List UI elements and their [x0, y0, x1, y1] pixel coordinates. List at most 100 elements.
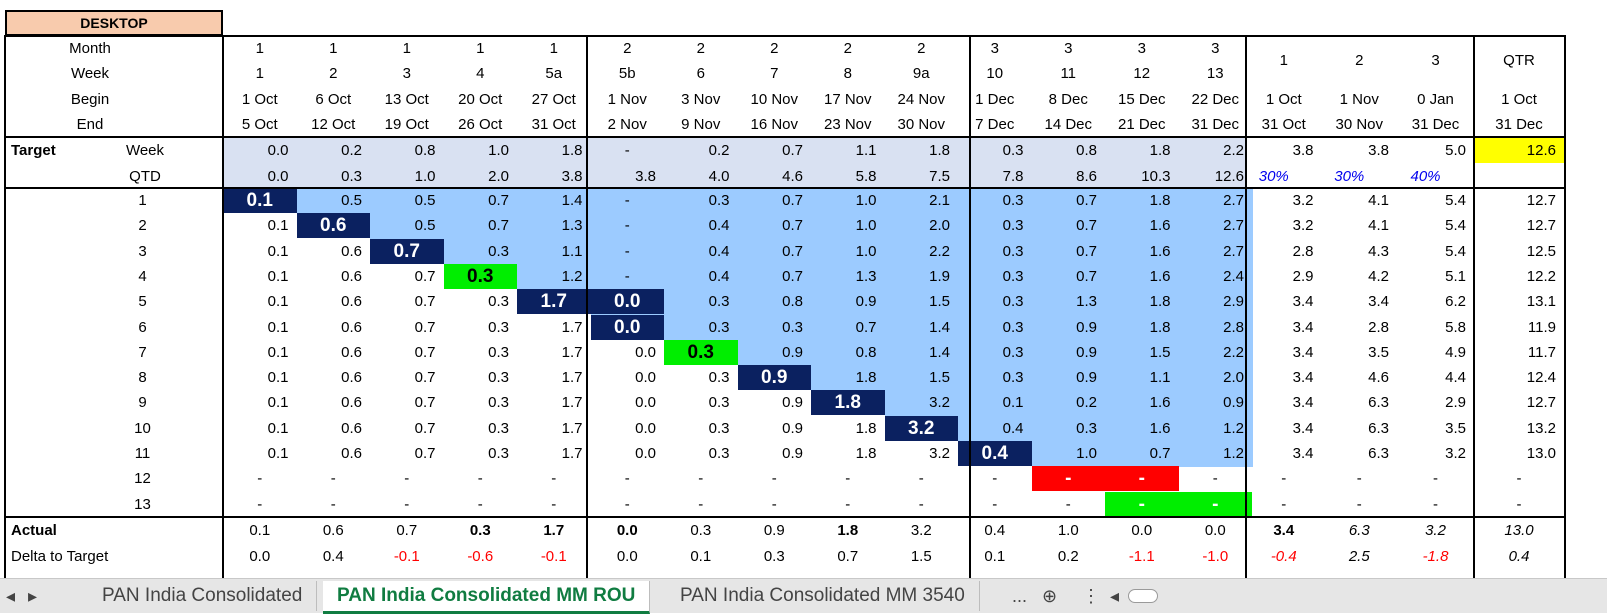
data-cell[interactable]: 1.3: [855, 267, 877, 285]
column-header-week[interactable]: 9a: [912, 65, 930, 83]
delta-cell[interactable]: 1.5: [910, 547, 932, 565]
data-cell[interactable]: 0.7: [782, 217, 803, 235]
data-cell[interactable]: 0.7: [1076, 192, 1097, 209]
target-qtd-summary-cell[interactable]: 30%: [1334, 167, 1365, 185]
data-cell[interactable]: 0.3: [782, 318, 803, 336]
column-header-end[interactable]: 23 Nov: [823, 115, 872, 133]
row-label[interactable]: 10: [134, 419, 151, 437]
data-cell[interactable]: 0.6: [341, 394, 362, 412]
target-week-cell[interactable]: 2.2: [1223, 142, 1244, 159]
target-qtd-cell[interactable]: 7.5: [929, 167, 950, 185]
column-header-begin[interactable]: 20 Oct: [458, 90, 503, 108]
data-cell[interactable]: 0.0: [635, 343, 656, 361]
data-cell[interactable]: 0.6: [341, 445, 362, 462]
data-cell[interactable]: 0.6: [341, 343, 362, 361]
data-cell[interactable]: 2.8: [1223, 318, 1244, 336]
data-cell[interactable]: 2.4: [1223, 267, 1244, 285]
data-cell[interactable]: -: [477, 495, 483, 513]
data-cell[interactable]: 2.7: [1223, 242, 1244, 260]
target-qtd-cell[interactable]: 5.8: [855, 167, 877, 185]
summary-cell[interactable]: 13.2: [1526, 419, 1556, 437]
actual-cell[interactable]: 0.4: [984, 522, 1006, 539]
summary-header-top[interactable]: 2: [1355, 52, 1364, 69]
data-cell[interactable]: 0.3: [1002, 217, 1024, 235]
target-qtd-summary-cell[interactable]: 40%: [1410, 167, 1441, 185]
actual-cell[interactable]: 0.0: [616, 522, 638, 539]
summary-cell[interactable]: 4.6: [1368, 369, 1389, 387]
data-cell[interactable]: 0.7: [488, 192, 509, 209]
summary-cell[interactable]: -: [1433, 470, 1438, 488]
data-cell[interactable]: 1.8: [811, 390, 885, 416]
target-week-cell[interactable]: 1.1: [855, 142, 877, 159]
data-cell[interactable]: 1.7: [561, 445, 583, 462]
data-cell[interactable]: 1.7: [561, 419, 583, 437]
data-cell[interactable]: 0.6: [341, 293, 362, 311]
target-week-cell[interactable]: 1.0: [488, 142, 509, 159]
data-cell[interactable]: -: [624, 495, 630, 513]
data-cell[interactable]: 2.9: [1223, 293, 1244, 311]
data-cell[interactable]: 0.3: [488, 293, 509, 311]
data-cell[interactable]: 0.0: [635, 419, 656, 437]
summary-cell[interactable]: 4.2: [1368, 267, 1389, 285]
column-header-week[interactable]: 11: [1060, 65, 1077, 83]
summary-cell[interactable]: 11.9: [1527, 318, 1556, 336]
column-header-begin[interactable]: 27 Oct: [531, 90, 576, 108]
summary-cell[interactable]: 4.4: [1445, 369, 1466, 387]
summary-cell[interactable]: 3.4: [1292, 419, 1314, 437]
target-week-cell[interactable]: -: [624, 142, 630, 159]
data-cell[interactable]: 0.3: [1076, 419, 1097, 437]
data-cell[interactable]: -: [698, 495, 704, 513]
delta-cell[interactable]: 0.1: [984, 547, 1006, 565]
data-cell[interactable]: 1.4: [929, 343, 950, 361]
data-cell[interactable]: -: [551, 470, 557, 488]
data-cell[interactable]: 0.7: [414, 369, 436, 387]
data-cell[interactable]: 0.6: [296, 213, 370, 239]
summary-cell[interactable]: -: [1516, 495, 1522, 513]
column-header-month[interactable]: 1: [255, 40, 264, 57]
target-week-cell[interactable]: 0.2: [341, 142, 362, 159]
data-cell[interactable]: 0.4: [708, 217, 730, 235]
scroll-tabs-left-icon[interactable]: ◂: [6, 586, 16, 606]
target-week-summary-cell[interactable]: 3.8: [1368, 142, 1389, 159]
data-cell[interactable]: 1.6: [1149, 419, 1171, 437]
data-cell[interactable]: 0.3: [488, 318, 509, 336]
data-cell[interactable]: 0.6: [341, 369, 362, 387]
data-cell[interactable]: 0.1: [267, 242, 289, 260]
data-cell[interactable]: 0.3: [488, 445, 509, 462]
header-label[interactable]: Begin: [70, 90, 110, 108]
data-cell[interactable]: 0.1: [267, 394, 289, 412]
summary-header-top[interactable]: 1: [1279, 52, 1288, 69]
summary-cell[interactable]: 12.7: [1526, 394, 1556, 412]
data-cell[interactable]: -: [845, 495, 851, 513]
row-label[interactable]: 3: [138, 242, 147, 260]
data-cell[interactable]: -: [918, 495, 924, 513]
summary-cell[interactable]: -: [1281, 495, 1287, 513]
target-qtd-cell[interactable]: 0.0: [267, 167, 289, 185]
summary-cell[interactable]: 11.7: [1527, 343, 1556, 361]
target-qtd-summary-cell[interactable]: [1464, 164, 1554, 190]
column-header-month[interactable]: 3: [1137, 40, 1146, 57]
sheet-tab[interactable]: PAN India Consolidated MM 3540: [666, 581, 980, 611]
actual-cell[interactable]: 0.0: [1131, 522, 1153, 539]
data-cell[interactable]: 0.4: [708, 267, 730, 285]
actual-cell[interactable]: 0.3: [690, 522, 712, 539]
summary-header-begin[interactable]: 1 Oct: [1501, 90, 1537, 108]
data-cell[interactable]: 0.3: [488, 242, 509, 260]
target-qtd-cell[interactable]: 0.3: [341, 167, 362, 185]
target-qtd-cell[interactable]: 12.6: [1214, 167, 1244, 185]
data-cell[interactable]: 1.8: [1149, 293, 1171, 311]
column-header-week[interactable]: 5a: [545, 65, 563, 83]
data-cell[interactable]: 0.1: [267, 217, 289, 235]
target-qtd-cell[interactable]: 7.8: [1002, 167, 1024, 185]
column-header-week[interactable]: 6: [696, 65, 705, 83]
add-sheet-icon[interactable]: ⊕: [1042, 586, 1058, 606]
data-cell[interactable]: 2.2: [929, 242, 950, 260]
row-label[interactable]: 2: [138, 217, 147, 235]
summary-cell[interactable]: 6.2: [1445, 293, 1466, 311]
data-cell[interactable]: -: [624, 242, 630, 260]
summary-header-end[interactable]: 31 Dec: [1411, 115, 1460, 133]
summary-cell[interactable]: -: [1433, 495, 1438, 513]
data-cell[interactable]: 0.1: [267, 267, 289, 285]
row-label[interactable]: 9: [138, 394, 147, 412]
data-cell[interactable]: -: [1178, 491, 1252, 517]
